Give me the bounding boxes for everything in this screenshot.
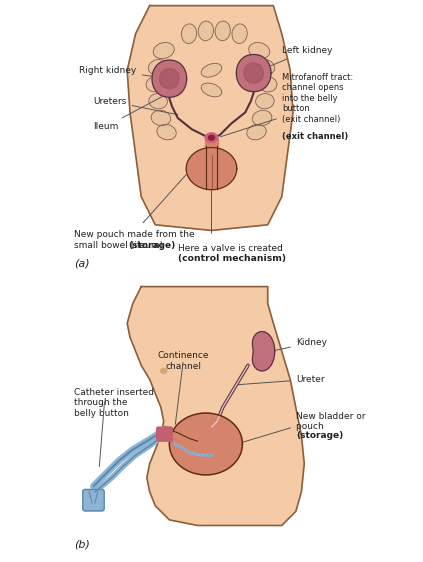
Ellipse shape [181,24,197,43]
Text: New bladder or
pouch: New bladder or pouch [296,412,365,431]
Text: (a): (a) [74,259,89,269]
Polygon shape [253,332,275,371]
Ellipse shape [157,124,176,140]
Polygon shape [244,63,264,83]
Ellipse shape [249,43,270,58]
Text: (storage): (storage) [296,431,343,440]
Polygon shape [127,6,293,230]
Ellipse shape [153,43,174,58]
Ellipse shape [161,369,167,373]
Text: Here a valve is created: Here a valve is created [178,244,283,253]
Polygon shape [205,139,218,147]
Text: Ureter: Ureter [237,375,324,385]
Text: (control mechanism): (control mechanism) [178,254,286,264]
Text: Mitrofanoff tract:
channel opens
into the belly
button
(exit channel): Mitrofanoff tract: channel opens into th… [282,73,353,124]
Ellipse shape [232,24,247,43]
Ellipse shape [151,110,171,126]
Ellipse shape [255,93,274,109]
Ellipse shape [209,135,214,140]
Text: Catheter inserted
through the
belly button: Catheter inserted through the belly butt… [74,388,154,418]
Text: (b): (b) [74,540,90,550]
Ellipse shape [247,124,266,140]
FancyBboxPatch shape [157,427,172,441]
Ellipse shape [205,133,218,143]
Ellipse shape [255,60,275,75]
Text: New pouch made from the
small bowel (ileum): New pouch made from the small bowel (ile… [74,230,195,250]
Ellipse shape [215,21,231,40]
Text: Left kidney: Left kidney [256,46,332,72]
Polygon shape [159,69,179,89]
Text: Continence
channel: Continence channel [158,351,209,371]
Ellipse shape [201,64,222,77]
Text: (storage): (storage) [129,241,176,250]
Ellipse shape [201,83,222,97]
Text: Ileum: Ileum [93,94,167,131]
Ellipse shape [198,21,214,40]
Ellipse shape [146,76,165,92]
Ellipse shape [252,110,272,126]
Polygon shape [206,146,217,189]
Text: Ureters: Ureters [93,97,178,115]
FancyBboxPatch shape [83,490,104,511]
Ellipse shape [148,60,168,75]
Text: Right kidney: Right kidney [80,66,167,78]
Ellipse shape [149,93,168,109]
Text: (exit channel): (exit channel) [282,132,348,141]
Ellipse shape [258,76,277,92]
Polygon shape [127,287,304,525]
Polygon shape [236,55,271,92]
Polygon shape [169,413,242,475]
Polygon shape [152,60,187,97]
Text: Kidney: Kidney [273,338,327,351]
Polygon shape [186,148,237,189]
